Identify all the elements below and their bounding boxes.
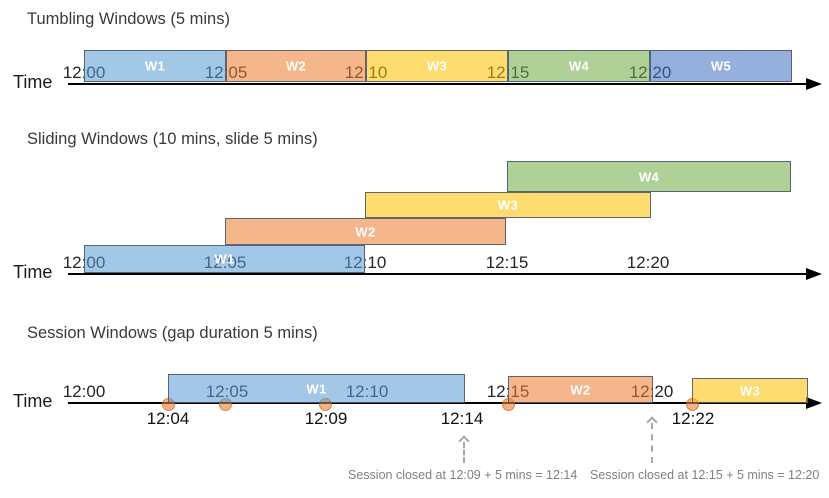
window-label: W4 — [568, 58, 590, 74]
window-box: W2 — [226, 50, 366, 82]
time-axis-label-tumbling: Time — [13, 72, 53, 92]
window-box: W1 — [84, 50, 226, 82]
event-time-label: 12:09 — [304, 409, 348, 428]
timeline-arrowhead-icon — [806, 397, 822, 409]
window-box: W3 — [366, 50, 508, 82]
sliding-section-title: Sliding Windows (10 mins, slide 5 mins) — [27, 130, 318, 148]
time-axis-label-sliding: Time — [13, 262, 53, 282]
session-close-annotation: Session closed at 12:09 + 5 mins = 12:14 — [348, 468, 578, 482]
window-box: W4 — [507, 161, 791, 192]
timeline-arrowhead-icon — [806, 268, 822, 280]
session-close-arrow-icon — [646, 416, 658, 463]
window-label: W3 — [426, 58, 448, 74]
tick-label: 12:20 — [626, 253, 670, 272]
window-label: W3 — [497, 197, 519, 213]
window-box: W1 — [84, 245, 365, 273]
window-label: W1 — [306, 381, 327, 396]
event-time-label: 12:14 — [440, 409, 484, 428]
time-axis-label-session: Time — [13, 391, 53, 411]
timeline — [68, 273, 806, 275]
window-label: W2 — [570, 382, 591, 397]
window-label: W5 — [710, 58, 732, 74]
tumbling-section-title: Tumbling Windows (5 mins) — [27, 10, 230, 28]
window-label: W1 — [144, 58, 166, 74]
window-box: W3 — [365, 192, 651, 218]
timeline-arrowhead-icon — [806, 78, 822, 90]
arrow-stem — [463, 442, 465, 463]
timeline — [68, 83, 806, 85]
tick-label: 12:00 — [62, 382, 106, 401]
session-section-title: Session Windows (gap duration 5 mins) — [27, 324, 318, 342]
window-label: W2 — [355, 224, 376, 239]
window-label: W4 — [638, 169, 660, 184]
session-close-annotation: Session closed at 12:15 + 5 mins = 12:20 — [590, 468, 820, 482]
arrow-stem — [651, 423, 653, 463]
window-label: W3 — [739, 383, 761, 398]
session-close-arrow-icon — [458, 435, 470, 463]
window-box: W5 — [650, 50, 792, 82]
window-box: W2 — [225, 218, 506, 245]
event-time-label: 12:04 — [146, 409, 190, 428]
tick-label: 12:15 — [485, 253, 529, 272]
event-time-label: 12:22 — [671, 409, 715, 428]
window-label: W1 — [214, 251, 235, 267]
window-box: W2 — [508, 376, 653, 403]
window-label: W2 — [285, 58, 307, 74]
window-box: W3 — [692, 378, 808, 403]
window-box: W1 — [168, 374, 465, 403]
timeline — [68, 402, 806, 404]
window-box: W4 — [508, 50, 650, 82]
